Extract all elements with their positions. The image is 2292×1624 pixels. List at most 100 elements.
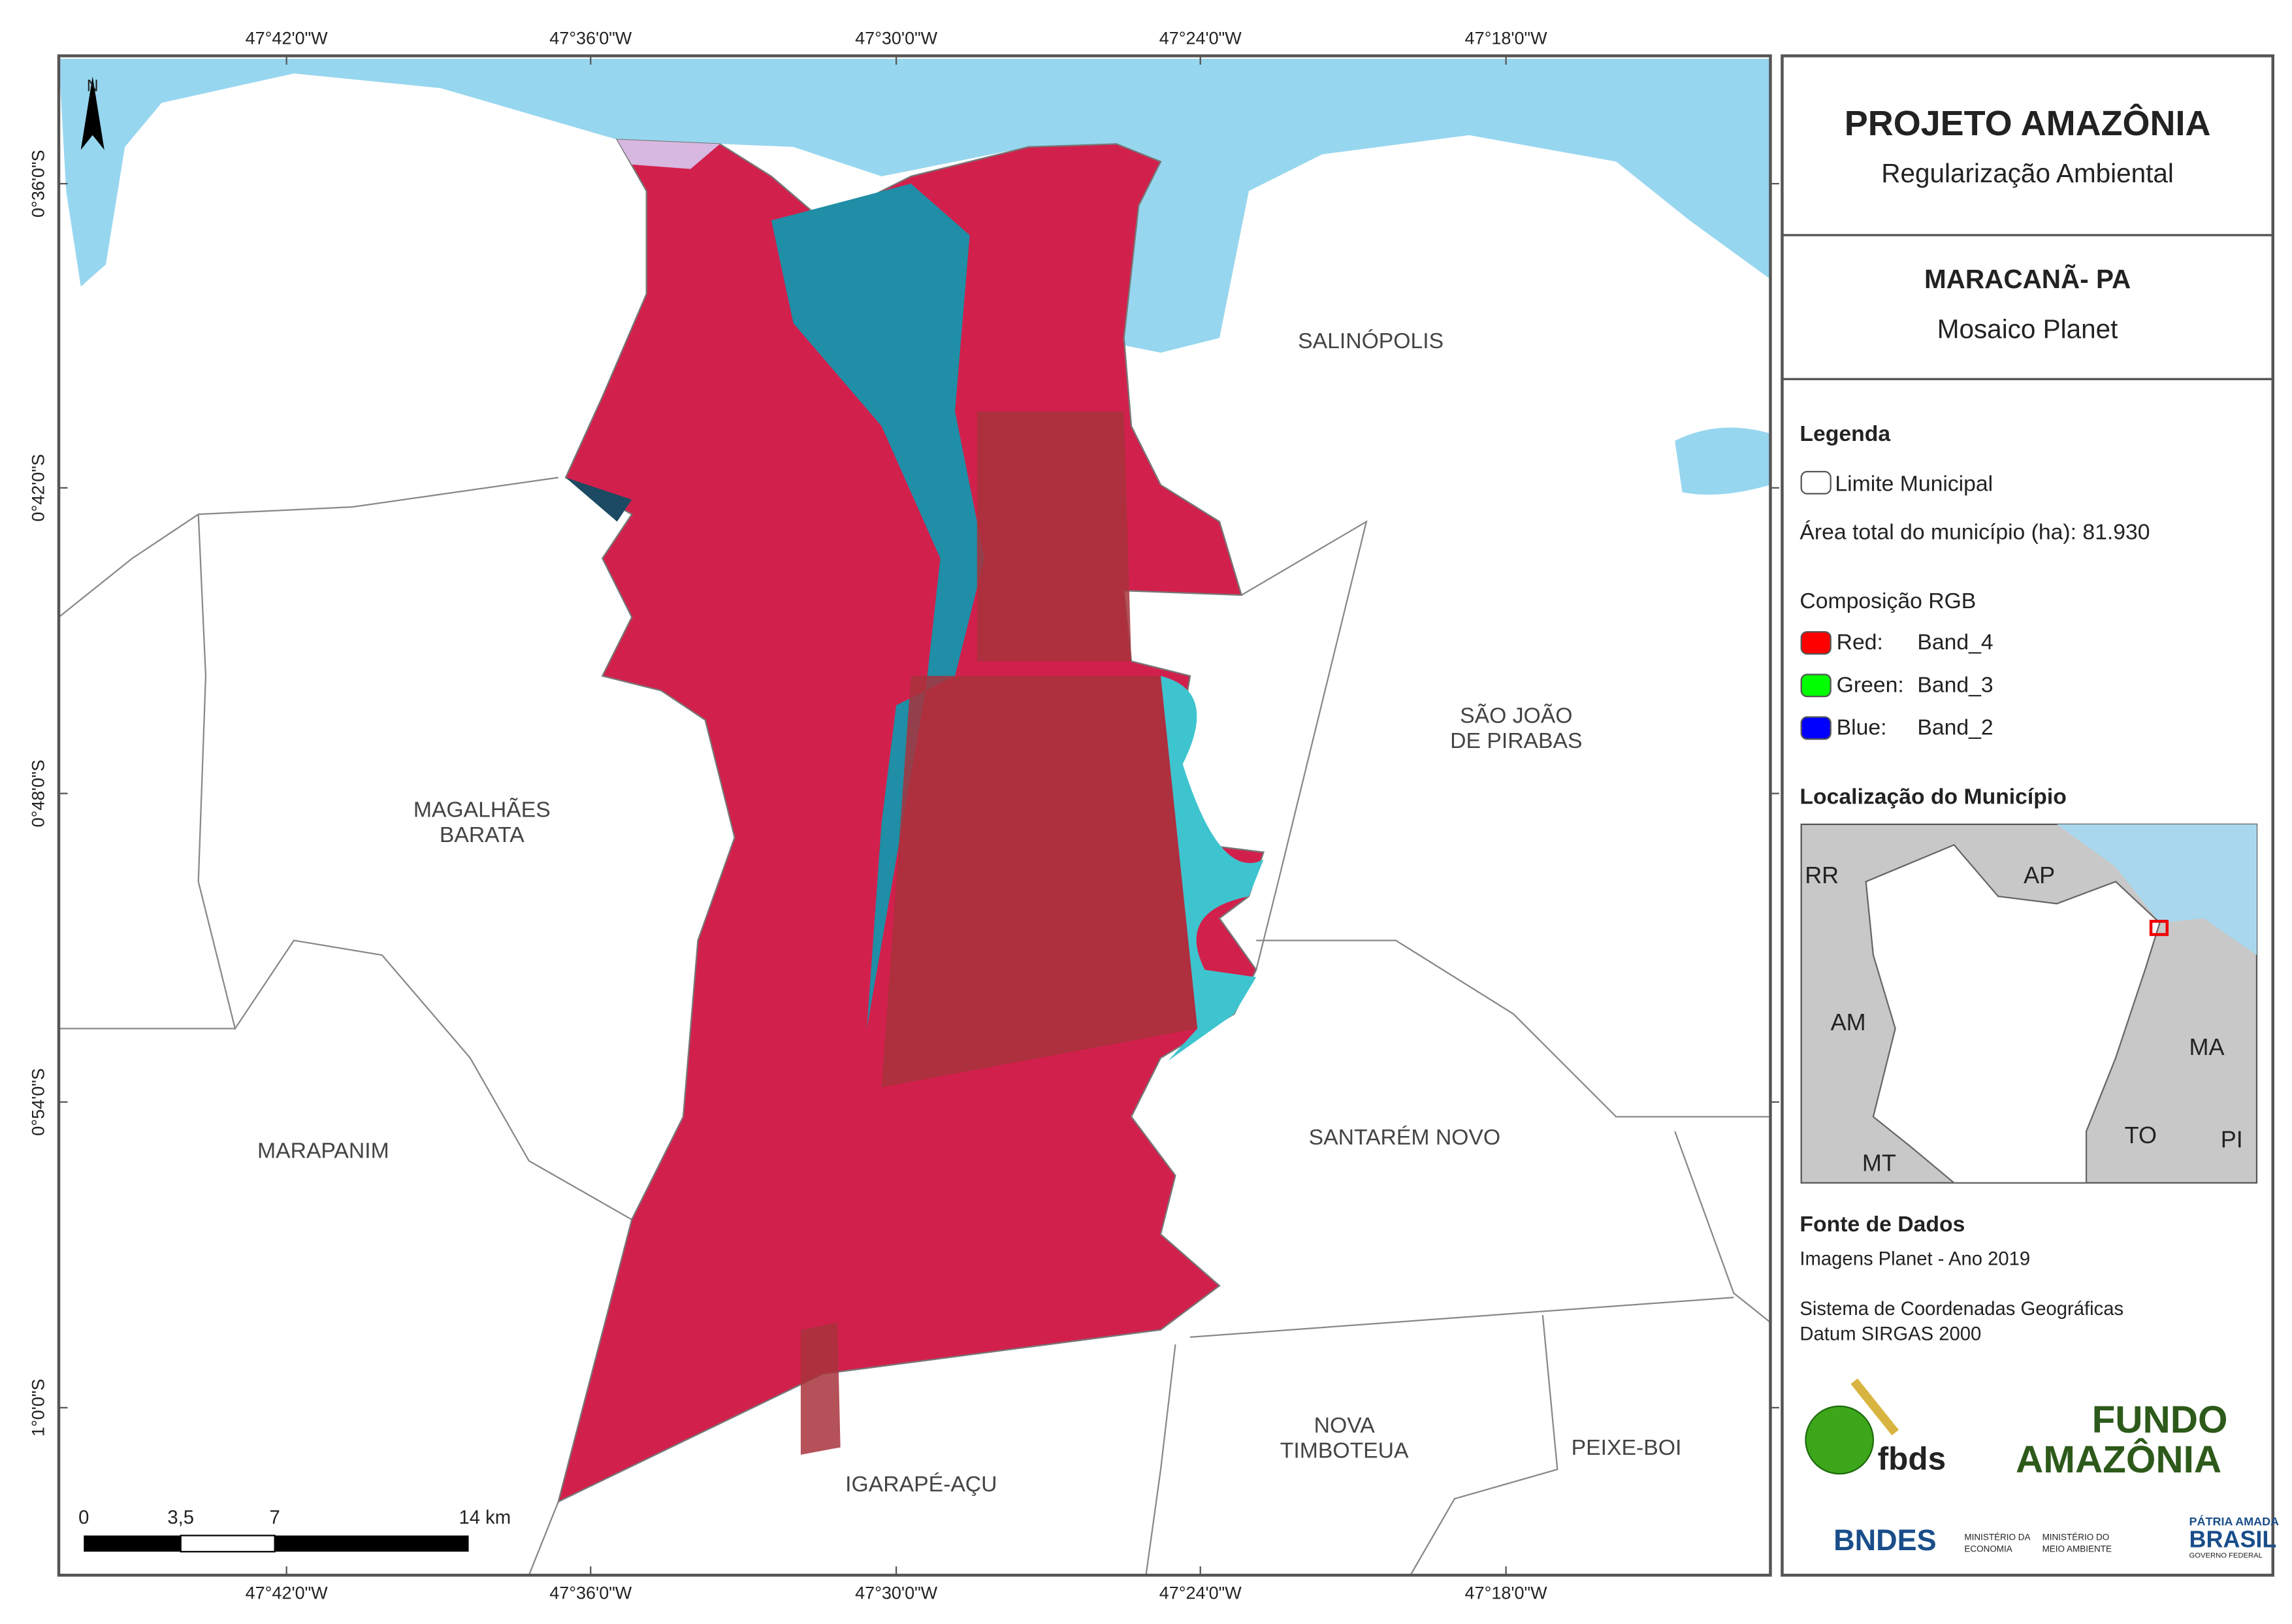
- amazonia-text: AMAZÔNIA: [2016, 1437, 2221, 1481]
- state-label: RR: [1805, 862, 1839, 888]
- patria: PÁTRIA AMADA: [2189, 1514, 2280, 1528]
- lon-label: 47°18'0"W: [1465, 1583, 1548, 1602]
- ministry: MINISTÉRIO DA: [1964, 1532, 2030, 1542]
- fbds-logo: [1805, 1405, 1875, 1475]
- title: PROJETO AMAZÔNIA: [1845, 103, 2211, 143]
- municipality-label: SANTARÉM NOVO: [1309, 1125, 1501, 1150]
- estuary: [771, 184, 985, 1117]
- haze-area: [800, 411, 1198, 1455]
- boundary: [197, 514, 632, 1220]
- state-label: MT: [1862, 1150, 1896, 1177]
- lat-label: 0°54'0"S: [29, 1068, 48, 1136]
- lon-label: 47°42'0"W: [246, 28, 329, 48]
- lon-label: 47°30'0"W: [855, 28, 938, 48]
- band-name: Band_3: [1917, 672, 1993, 697]
- scale-label: 14 km: [459, 1508, 511, 1529]
- band-swatch: [1800, 674, 1832, 698]
- scale-segment: [84, 1535, 181, 1552]
- band-label: Green:: [1837, 672, 1904, 697]
- sea: [59, 58, 1771, 353]
- band-name: Band_4: [1917, 630, 1993, 655]
- side-panel: PROJETO AMAZÔNIA Regularização Ambiental…: [1781, 54, 2280, 1577]
- product: Mosaico Planet: [1937, 314, 2118, 344]
- ministry: MEIO AMBIENTE: [2042, 1544, 2112, 1553]
- north-label: N: [87, 77, 99, 95]
- map-frame: N: [57, 54, 1772, 1577]
- source-title: Fonte de Dados: [1800, 1212, 1965, 1237]
- lon-label: 47°18'0"W: [1465, 28, 1548, 48]
- ministry: MINISTÉRIO DO: [2042, 1532, 2110, 1542]
- scale-label: 0: [78, 1508, 89, 1529]
- scale-label: 3,5: [167, 1508, 194, 1529]
- source-line: Sistema de Coordenadas Geográficas: [1800, 1299, 2123, 1320]
- map-border: [57, 54, 1772, 1577]
- location-title: Localização do Município: [1800, 784, 2066, 809]
- beach: [617, 139, 720, 169]
- lon-label: 47°24'0"W: [1159, 28, 1242, 48]
- rgb-title: Composição RGB: [1800, 589, 1976, 613]
- boundary: [1256, 939, 1771, 1118]
- scale-label: 7: [270, 1508, 280, 1529]
- limit-symbol: [1800, 470, 1832, 495]
- river: [1160, 675, 1264, 1062]
- municipal-boundaries: [58, 476, 1771, 1576]
- lat-label: 0°48'0"S: [29, 760, 48, 828]
- municipality-label: TIMBOTEUA: [1280, 1438, 1409, 1463]
- source-line: Datum SIRGAS 2000: [1800, 1324, 1981, 1344]
- subtitle: Regularização Ambiental: [1881, 158, 2174, 188]
- state-label: PI: [2221, 1126, 2243, 1153]
- state-label: MA: [2189, 1033, 2225, 1060]
- area-label: Área total do município (ha): 81.930: [1800, 520, 2150, 545]
- panel-border: [1781, 54, 2274, 1577]
- band-swatch: [1800, 631, 1832, 655]
- band-name: Band_2: [1917, 715, 1993, 740]
- state-label: TO: [2125, 1122, 2157, 1148]
- municipality-label: DE PIRABAS: [1450, 728, 1582, 753]
- inset-ocean: [2057, 824, 2257, 956]
- municipality-label: MARAPANIM: [257, 1138, 389, 1163]
- municipality-label: MAGALHÃES: [413, 798, 551, 822]
- scale-segment: [274, 1535, 469, 1552]
- lat-label: 1°0'0"S: [29, 1379, 48, 1437]
- bay: [1675, 427, 1771, 495]
- municipality-label: PEIXE-BOI: [1572, 1435, 1682, 1460]
- ministry: ECONOMIA: [1964, 1544, 2012, 1553]
- fbds-text: fbds: [1878, 1440, 1946, 1476]
- state-label: AM: [1831, 1009, 1866, 1035]
- municipality-label: BARATA: [440, 822, 525, 847]
- brasil: BRASIL: [2189, 1526, 2277, 1553]
- municipality-label: SALINÓPOLIS: [1298, 329, 1444, 353]
- fbds-logo-bar: [1850, 1378, 1899, 1436]
- place: MARACANÃ- PA: [1924, 264, 2131, 294]
- inset-location: [2149, 920, 2169, 936]
- fundo-text: FUNDO: [2092, 1399, 2228, 1441]
- bndes-text: BNDES: [1833, 1523, 1936, 1557]
- legend-title: Legenda: [1800, 421, 1890, 446]
- lon-label: 47°36'0"W: [549, 1583, 632, 1602]
- lon-label: 47°30'0"W: [855, 1583, 938, 1602]
- band-swatch: [1800, 716, 1832, 740]
- source-line: Imagens Planet - Ano 2019: [1800, 1249, 2030, 1270]
- municipality-label: IGARAPÉ-AÇU: [845, 1472, 997, 1497]
- boundary: [1189, 1131, 1771, 1339]
- inlet: [566, 478, 632, 522]
- boundary: [1145, 1315, 1558, 1576]
- band-label: Blue:: [1837, 715, 1887, 740]
- municipality-label: NOVA: [1314, 1413, 1376, 1438]
- lat-label: 0°36'0"S: [29, 150, 48, 218]
- boundary: [1241, 520, 1368, 970]
- inset-para: [1865, 844, 2161, 1184]
- state-label: AP: [2024, 862, 2055, 888]
- gov: GOVERNO FEDERAL: [2189, 1551, 2263, 1559]
- band-label: Red:: [1837, 630, 1883, 655]
- lat-label: 0°42'0"S: [29, 454, 48, 522]
- limit-label: Limite Municipal: [1835, 471, 1993, 496]
- lon-label: 47°42'0"W: [246, 1583, 329, 1602]
- north-arrow: [80, 76, 105, 150]
- municipality-label: SÃO JOÃO: [1460, 704, 1572, 728]
- scale-segment: [180, 1535, 276, 1553]
- lon-label: 47°36'0"W: [549, 28, 632, 48]
- lon-label: 47°24'0"W: [1159, 1583, 1242, 1602]
- boundary: [528, 1501, 559, 1576]
